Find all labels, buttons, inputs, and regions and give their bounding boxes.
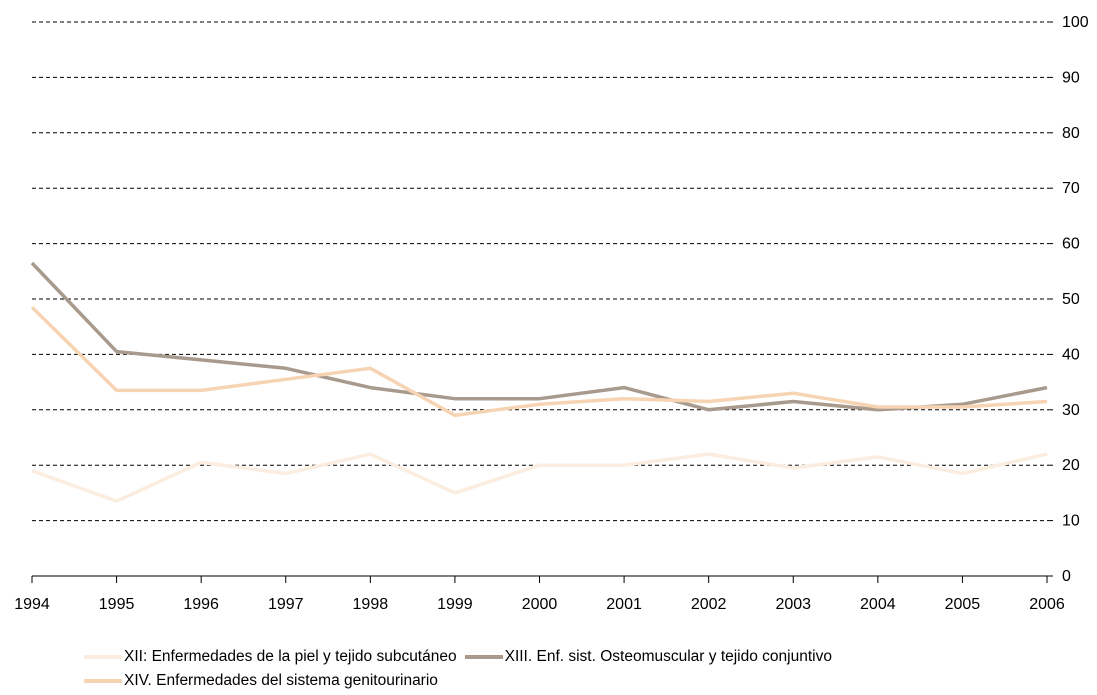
legend-row-2: XIV. Enfermedades del sistema genitourin… bbox=[84, 669, 984, 693]
x-tick-label: 2000 bbox=[522, 596, 558, 613]
series-line-0 bbox=[31, 452, 1048, 503]
y-tick-label: 80 bbox=[1062, 125, 1080, 142]
legend-item-xii: XII: Enfermedades de la piel y tejido su… bbox=[84, 648, 457, 666]
legend-row-1: XII: Enfermedades de la piel y tejido su… bbox=[84, 645, 984, 669]
gridlines bbox=[32, 21, 1047, 522]
x-tick-label: 1995 bbox=[99, 596, 135, 613]
x-tick-label: 2001 bbox=[606, 596, 642, 613]
y-tick-label: 40 bbox=[1062, 346, 1080, 363]
legend: XII: Enfermedades de la piel y tejido su… bbox=[84, 645, 984, 693]
x-tick-label: 2004 bbox=[860, 596, 896, 613]
x-tick-label: 1996 bbox=[183, 596, 219, 613]
legend-item-xiii: XIII. Enf. sist. Osteomuscular y tejido … bbox=[464, 648, 832, 666]
y-tick-label: 70 bbox=[1062, 180, 1080, 197]
y-tick-label: 100 bbox=[1062, 14, 1089, 31]
legend-swatch-xiv bbox=[84, 679, 122, 683]
legend-swatch-xiii bbox=[464, 655, 503, 659]
legend-label-xiii: XIII. Enf. sist. Osteomuscular y tejido … bbox=[504, 648, 832, 665]
series-lines bbox=[30, 261, 1048, 503]
legend-label-xiv: XIV. Enfermedades del sistema genitourin… bbox=[124, 672, 438, 689]
series-line-2 bbox=[30, 306, 1048, 418]
x-tick-label: 1998 bbox=[353, 596, 389, 613]
x-tick-label: 2003 bbox=[775, 596, 811, 613]
x-tick-label: 2006 bbox=[1029, 596, 1065, 613]
legend-swatch-xii bbox=[84, 655, 122, 659]
x-tick-label: 1999 bbox=[437, 596, 473, 613]
y-tick-label: 10 bbox=[1062, 513, 1080, 530]
y-tick-label: 90 bbox=[1062, 69, 1080, 86]
legend-label-xii: XII: Enfermedades de la piel y tejido su… bbox=[124, 648, 457, 665]
y-tick-label: 30 bbox=[1062, 402, 1080, 419]
y-tick-label: 0 bbox=[1062, 568, 1071, 585]
series-line-1 bbox=[30, 261, 1048, 412]
x-tick-label: 1997 bbox=[268, 596, 304, 613]
x-tick-labels: 1994 1995 1996 1997 1998 1999 2000 2001 2002 2003… bbox=[14, 596, 1065, 613]
y-tick-label: 20 bbox=[1062, 457, 1080, 474]
y-tick-label: 60 bbox=[1062, 236, 1080, 253]
x-tick-label: 2002 bbox=[691, 596, 727, 613]
y-tick-label: 50 bbox=[1062, 291, 1080, 308]
x-tick-label: 1994 bbox=[14, 596, 50, 613]
x-tick-label: 2005 bbox=[945, 596, 981, 613]
y-tick-labels: 0 10 20 30 40 50 60 70 80 90 100 bbox=[1062, 14, 1089, 585]
x-axis bbox=[31, 21, 1053, 583]
legend-item-xiv: XIV. Enfermedades del sistema genitourin… bbox=[84, 672, 438, 690]
